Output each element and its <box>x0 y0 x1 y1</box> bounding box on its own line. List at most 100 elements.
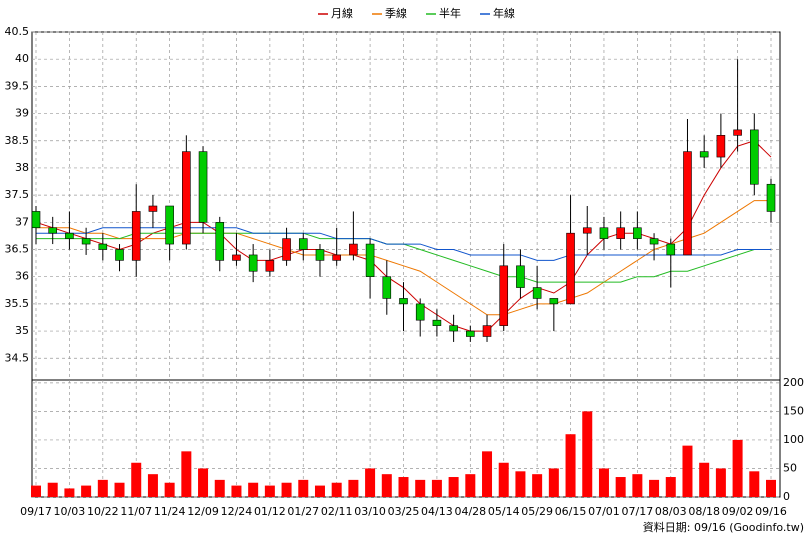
x-tick-label: 08/18 <box>688 505 720 518</box>
legend-label: 季線 <box>385 6 407 20</box>
x-tick-label: 04/28 <box>454 505 486 518</box>
y-tick-label: 40 <box>15 52 29 65</box>
candle-body <box>248 254 258 272</box>
volume-bar <box>314 485 325 497</box>
volume-bar <box>532 474 543 497</box>
volume-bar <box>682 445 693 497</box>
volume-bar <box>298 479 309 497</box>
y-tick-label: 36 <box>15 270 29 283</box>
volume-bar <box>164 482 175 497</box>
candle-body <box>633 227 642 239</box>
candle-body <box>31 211 41 229</box>
candle-body <box>466 330 475 337</box>
x-tick-label: 12/09 <box>187 505 219 518</box>
legend-label: 年線 <box>493 6 515 20</box>
candle-body <box>616 227 625 239</box>
legend-label: 半年 <box>439 6 461 20</box>
volume-bar <box>381 474 392 497</box>
candle-body <box>516 265 525 288</box>
volume-bar <box>699 462 710 497</box>
candle-body <box>332 254 341 261</box>
x-tick-label: 09/16 <box>755 505 787 518</box>
candle-body <box>232 254 241 261</box>
volume-bar <box>482 451 493 497</box>
x-tick-label: 05/29 <box>521 505 553 518</box>
candle-body <box>48 227 58 234</box>
y2-tick-label: 50 <box>783 461 797 474</box>
volume-bar <box>248 482 259 497</box>
x-tick-label: 10/03 <box>54 505 86 518</box>
candle-body <box>449 325 458 332</box>
volume-bar <box>598 468 609 497</box>
volume-bar <box>398 477 409 497</box>
y-tick-label: 40.5 <box>5 25 30 38</box>
y-tick-label: 39.5 <box>5 79 30 92</box>
volume-bar <box>649 479 660 497</box>
candle-body <box>566 232 575 305</box>
x-tick-label: 09/17 <box>20 505 52 518</box>
candle-body <box>532 287 542 299</box>
ma-line <box>36 200 771 316</box>
x-tick-label: 01/27 <box>287 505 319 518</box>
volume-bar <box>365 468 376 497</box>
volume-bar <box>331 482 342 497</box>
x-tick-label: 04/13 <box>421 505 453 518</box>
x-tick-label: 10/22 <box>87 505 119 518</box>
candle-body <box>282 238 291 261</box>
x-tick-label: 09/02 <box>722 505 754 518</box>
volume-bar <box>81 485 92 497</box>
y-tick-label: 39 <box>15 107 29 120</box>
x-tick-label: 08/03 <box>655 505 687 518</box>
candle-body <box>98 243 108 250</box>
candle-body <box>415 303 425 321</box>
ma-line <box>36 227 771 261</box>
candle-body <box>165 205 174 245</box>
y-tick-label: 35.5 <box>5 297 30 310</box>
candle-body <box>131 211 141 261</box>
volume-bar <box>415 479 426 497</box>
y2-tick-label: 100 <box>783 433 804 446</box>
x-tick-label: 03/10 <box>354 505 386 518</box>
volume-bar <box>181 451 192 497</box>
volume-bar <box>114 482 125 497</box>
candle-body <box>382 276 392 299</box>
y-tick-label: 37.5 <box>5 188 30 201</box>
volume-bar <box>281 482 292 497</box>
candle-body <box>666 243 676 256</box>
x-tick-label: 06/15 <box>555 505 587 518</box>
candle-body <box>215 222 225 261</box>
volume-bar <box>749 471 760 497</box>
volume-bar <box>515 471 526 497</box>
x-tick-label: 07/17 <box>622 505 654 518</box>
volume-bar <box>97 479 108 497</box>
candle-body <box>749 129 759 185</box>
candle-body <box>599 227 609 239</box>
volume-bar <box>766 479 776 497</box>
candle-body <box>766 183 776 212</box>
volume-bar <box>131 462 142 497</box>
volume-bar <box>64 488 75 497</box>
candle-body <box>649 238 659 245</box>
volume-bar <box>548 468 559 497</box>
x-tick-label: 11/24 <box>154 505 186 518</box>
candle-body <box>298 238 308 250</box>
volume-bar <box>715 468 726 497</box>
x-tick-label: 02/11 <box>321 505 353 518</box>
candle-body <box>81 238 91 245</box>
candle-body <box>699 151 709 158</box>
candle-body <box>365 243 375 277</box>
candle-body <box>582 227 592 234</box>
x-tick-label: 05/14 <box>488 505 520 518</box>
volume-bar <box>31 485 41 497</box>
y2-tick-label: 150 <box>783 404 804 417</box>
volume-bar <box>231 485 242 497</box>
volume-bar <box>147 474 158 497</box>
candle-body <box>148 205 158 212</box>
volume-bar <box>198 468 209 497</box>
volume-bar <box>448 477 459 497</box>
volume-bar <box>565 434 576 497</box>
candle-body <box>349 243 358 256</box>
volume-bar <box>465 474 476 497</box>
plot-frame <box>31 31 781 498</box>
